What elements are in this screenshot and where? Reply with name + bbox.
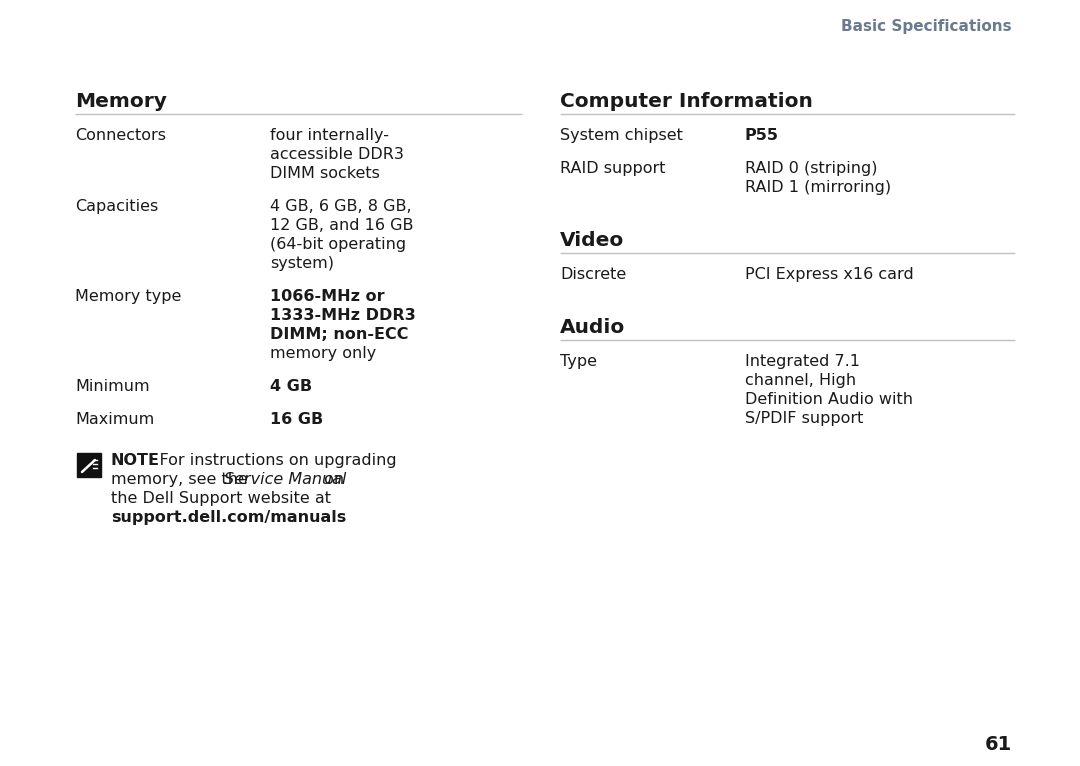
Text: memory, see the: memory, see the <box>111 472 253 487</box>
Text: Memory: Memory <box>75 92 167 111</box>
Text: RAID 0 (striping): RAID 0 (striping) <box>745 161 877 176</box>
Text: Maximum: Maximum <box>75 412 154 427</box>
Text: Minimum: Minimum <box>75 379 150 394</box>
Text: .: . <box>289 510 294 525</box>
Text: support.dell.com/manuals: support.dell.com/manuals <box>111 510 347 525</box>
Text: Discrete: Discrete <box>561 267 626 282</box>
Text: Type: Type <box>561 354 597 369</box>
Text: memory only: memory only <box>270 346 376 361</box>
Text: 1066-MHz or: 1066-MHz or <box>270 289 384 304</box>
Text: 12 GB, and 16 GB: 12 GB, and 16 GB <box>270 218 414 233</box>
Text: four internally-: four internally- <box>270 128 389 143</box>
Text: : For instructions on upgrading: : For instructions on upgrading <box>149 453 396 468</box>
Text: Definition Audio with: Definition Audio with <box>745 392 913 407</box>
FancyBboxPatch shape <box>77 453 102 477</box>
Text: Memory type: Memory type <box>75 289 181 304</box>
Text: Video: Video <box>561 231 624 250</box>
Text: RAID 1 (mirroring): RAID 1 (mirroring) <box>745 180 891 195</box>
Text: P55: P55 <box>745 128 779 143</box>
Text: 61: 61 <box>985 735 1012 754</box>
Text: Computer Information: Computer Information <box>561 92 813 111</box>
Text: PCI Express x16 card: PCI Express x16 card <box>745 267 914 282</box>
Text: System chipset: System chipset <box>561 128 683 143</box>
Text: Service Manual: Service Manual <box>224 472 347 487</box>
Text: system): system) <box>270 256 334 271</box>
Text: NOTE: NOTE <box>111 453 160 468</box>
Text: Capacities: Capacities <box>75 199 159 214</box>
Text: Connectors: Connectors <box>75 128 166 143</box>
Text: 4 GB: 4 GB <box>270 379 312 394</box>
Text: Basic Specifications: Basic Specifications <box>841 18 1012 34</box>
Text: DIMM; non-ECC: DIMM; non-ECC <box>270 327 408 342</box>
Text: 4 GB, 6 GB, 8 GB,: 4 GB, 6 GB, 8 GB, <box>270 199 411 214</box>
Text: DIMM sockets: DIMM sockets <box>270 166 380 181</box>
Text: 1333-MHz DDR3: 1333-MHz DDR3 <box>270 308 416 323</box>
Text: 16 GB: 16 GB <box>270 412 323 427</box>
Text: (64-bit operating: (64-bit operating <box>270 237 406 252</box>
Text: accessible DDR3: accessible DDR3 <box>270 147 404 162</box>
Text: Audio: Audio <box>561 318 625 337</box>
Text: channel, High: channel, High <box>745 373 856 388</box>
Text: RAID support: RAID support <box>561 161 665 176</box>
Text: the Dell Support website at: the Dell Support website at <box>111 491 330 506</box>
Text: on: on <box>319 472 345 487</box>
Text: S/PDIF support: S/PDIF support <box>745 411 863 426</box>
Text: Integrated 7.1: Integrated 7.1 <box>745 354 860 369</box>
